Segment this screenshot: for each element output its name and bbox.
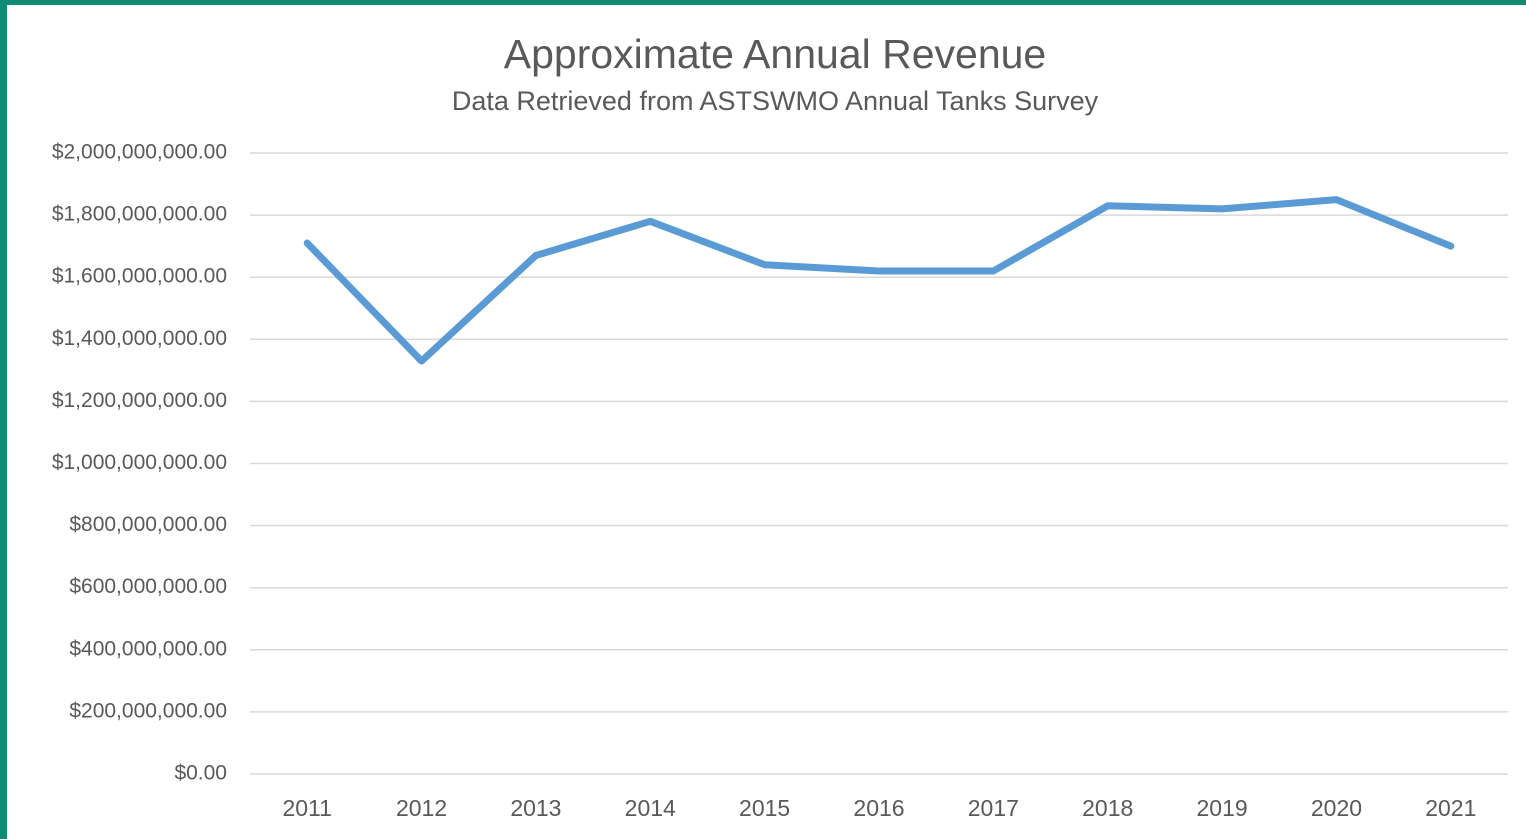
y-tick-label: $1,600,000,000.00: [52, 265, 227, 288]
frame-top: [0, 0, 1526, 5]
x-tick-label: 2018: [1082, 795, 1133, 821]
y-tick-label: $1,000,000,000.00: [52, 451, 227, 474]
x-tick-label: 2020: [1311, 795, 1362, 821]
series-line: [303, 196, 1455, 365]
x-tick-label: 2011: [282, 795, 331, 821]
y-tick-label: $1,400,000,000.00: [52, 327, 227, 350]
x-tick-label: 2017: [968, 795, 1019, 821]
x-tick-label: 2014: [625, 795, 676, 821]
x-tick-label: 2021: [1425, 795, 1476, 821]
x-tick-label: 2015: [739, 795, 790, 821]
x-tick-label: 2013: [510, 795, 561, 821]
y-tick-label: $200,000,000.00: [69, 699, 227, 722]
x-tick-label: 2016: [853, 795, 904, 821]
y-tick-label: $1,800,000,000.00: [52, 203, 227, 226]
chart-subtitle: Data Retrieved from ASTSWMO Annual Tanks…: [452, 86, 1099, 116]
x-tick-label: 2012: [396, 795, 447, 821]
chart-title: Approximate Annual Revenue: [504, 31, 1046, 77]
y-tick-label: $1,200,000,000.00: [52, 389, 227, 412]
y-tick-label: $600,000,000.00: [69, 575, 227, 598]
frame-left: [0, 0, 7, 839]
y-tick-label: $2,000,000,000.00: [52, 141, 227, 164]
y-tick-label: $400,000,000.00: [69, 637, 227, 660]
y-tick-label: $800,000,000.00: [69, 513, 227, 536]
y-tick-label: $0.00: [174, 762, 227, 785]
x-tick-label: 2019: [1197, 795, 1248, 821]
